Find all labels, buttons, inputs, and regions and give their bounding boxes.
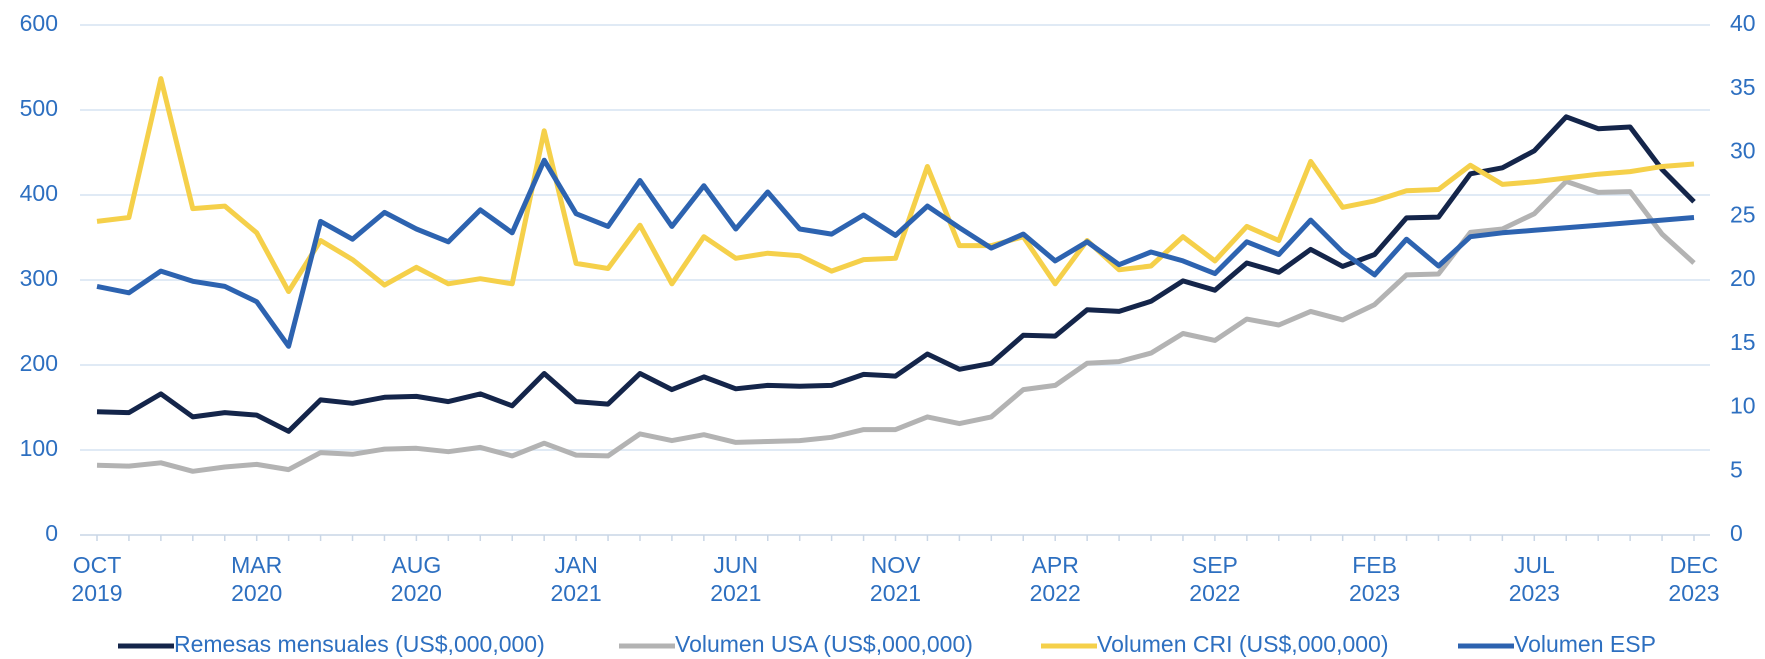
legend-label: Remesas mensuales (US$,000,000) xyxy=(174,631,545,657)
y-tick-label: 400 xyxy=(20,180,58,206)
y-tick-label: 300 xyxy=(20,265,58,291)
y2-tick-label: 0 xyxy=(1730,520,1743,546)
y-tick-label: 600 xyxy=(20,10,58,36)
x-tick-label: APR 2022 xyxy=(1029,552,1081,606)
x-tick-label: JAN 2021 xyxy=(550,552,602,606)
x-tick-label: OCT 2019 xyxy=(71,552,123,606)
legend-label: Volumen ESP xyxy=(1514,631,1656,657)
y2-tick-label: 5 xyxy=(1730,456,1743,482)
series-line xyxy=(96,76,1695,294)
y2-tick-label: 15 xyxy=(1730,329,1756,355)
y2-tick-label: 20 xyxy=(1730,265,1756,291)
x-tick-label: FEB 2023 xyxy=(1349,552,1401,606)
y-tick-label: 0 xyxy=(45,520,58,546)
x-tick-label: MAR 2020 xyxy=(231,552,283,606)
legend-label: Volumen CRI (US$,000,000) xyxy=(1097,631,1389,657)
y2-tick-label: 25 xyxy=(1730,201,1756,227)
y-tick-label: 200 xyxy=(20,350,58,376)
x-tick-label: AUG 2020 xyxy=(390,552,442,606)
x-tick-label: SEP 2022 xyxy=(1189,552,1241,606)
y2-tick-label: 35 xyxy=(1730,74,1756,100)
y-tick-label: 500 xyxy=(20,95,58,121)
legend-label: Volumen USA (US$,000,000) xyxy=(675,631,973,657)
series-line xyxy=(96,114,1696,434)
y2-tick-label: 30 xyxy=(1730,138,1756,164)
series-line xyxy=(96,178,1696,474)
x-tick-label: DEC 2023 xyxy=(1668,552,1720,606)
x-tick-label: JUL 2023 xyxy=(1508,552,1560,606)
y2-tick-label: 40 xyxy=(1730,10,1756,36)
x-tick-label: NOV 2021 xyxy=(869,552,922,606)
y2-tick-label: 10 xyxy=(1730,393,1756,419)
y-tick-label: 100 xyxy=(20,435,58,461)
x-tick-label: JUN 2021 xyxy=(710,552,762,606)
series-line xyxy=(96,157,1695,349)
